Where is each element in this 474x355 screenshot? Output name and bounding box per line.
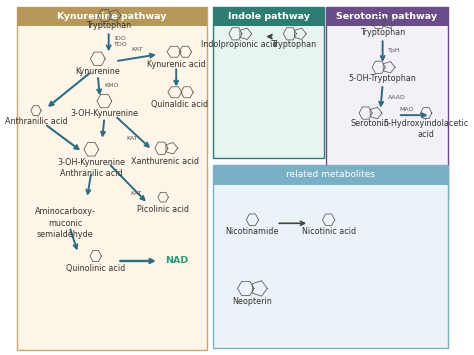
Text: Serotonin: Serotonin bbox=[350, 119, 389, 129]
Text: 3-OH-Kynurenine
Anthranilic acid: 3-OH-Kynurenine Anthranilic acid bbox=[57, 158, 125, 178]
Text: Picolinic acid: Picolinic acid bbox=[137, 205, 189, 214]
Text: Tryptophan: Tryptophan bbox=[271, 40, 316, 49]
Text: Indole pathway: Indole pathway bbox=[228, 12, 310, 21]
Text: Nicotinic acid: Nicotinic acid bbox=[301, 227, 356, 236]
Text: Kynurenine: Kynurenine bbox=[75, 66, 120, 76]
Bar bbox=[17, 7, 207, 350]
Text: 3-OH-Kynurenine: 3-OH-Kynurenine bbox=[70, 109, 138, 118]
Text: KAT: KAT bbox=[131, 47, 143, 52]
Bar bbox=[327, 7, 447, 199]
Text: Nicotinamide: Nicotinamide bbox=[226, 227, 279, 236]
Text: NAD: NAD bbox=[165, 256, 189, 266]
Text: Tryptophan: Tryptophan bbox=[360, 28, 405, 37]
Text: related metabolites: related metabolites bbox=[286, 170, 375, 179]
Bar bbox=[213, 165, 447, 348]
Text: KAT: KAT bbox=[130, 191, 142, 196]
Bar bbox=[327, 7, 447, 26]
Text: TpH: TpH bbox=[388, 48, 401, 53]
Text: 5-OH-Tryptophan: 5-OH-Tryptophan bbox=[349, 73, 417, 83]
Text: Kynurenic acid: Kynurenic acid bbox=[147, 60, 206, 69]
Text: Anthranilic acid: Anthranilic acid bbox=[5, 117, 67, 126]
Text: Quinolinic acid: Quinolinic acid bbox=[66, 264, 125, 273]
Text: KMO: KMO bbox=[104, 83, 119, 88]
Text: Kynurenine pathway: Kynurenine pathway bbox=[57, 12, 167, 21]
Text: 5-Hydroxyindolacetic
acid: 5-Hydroxyindolacetic acid bbox=[383, 119, 469, 140]
Bar bbox=[213, 7, 324, 158]
Text: KAT: KAT bbox=[126, 136, 137, 141]
Text: MAO: MAO bbox=[399, 107, 414, 112]
Text: Neopterin: Neopterin bbox=[233, 297, 272, 306]
Text: Serotonin pathway: Serotonin pathway bbox=[337, 12, 438, 21]
Bar bbox=[213, 165, 447, 185]
Text: Indolpropionic acid: Indolpropionic acid bbox=[201, 40, 278, 49]
Text: IDO
TDO: IDO TDO bbox=[114, 37, 128, 47]
Text: Xanthurenic acid: Xanthurenic acid bbox=[131, 157, 199, 166]
Text: AAAD: AAAD bbox=[388, 95, 406, 100]
Text: Aminocarboxy-
muconic
semialdehyde: Aminocarboxy- muconic semialdehyde bbox=[35, 207, 96, 239]
Bar bbox=[17, 7, 207, 26]
Text: Tryptophan: Tryptophan bbox=[86, 21, 131, 30]
Text: Quinaldic acid: Quinaldic acid bbox=[151, 100, 208, 109]
Bar bbox=[213, 7, 324, 26]
